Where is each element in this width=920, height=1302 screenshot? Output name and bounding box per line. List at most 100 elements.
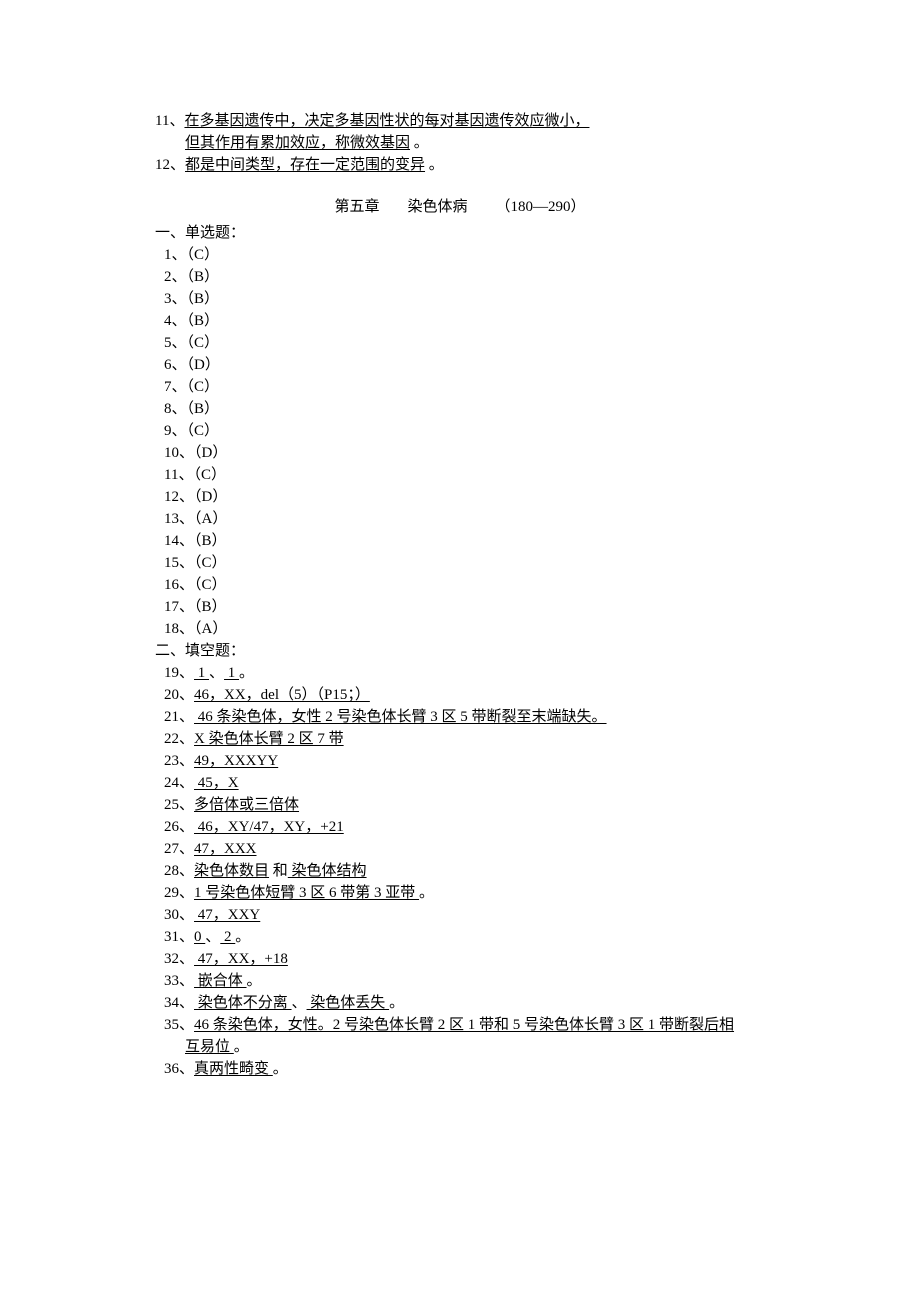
answer-num: 12、	[164, 489, 194, 505]
item-num: 28、	[164, 863, 194, 879]
item-line1: 46 条染色体，女性。2 号染色体长臂 2 区 1 带和 5 号染色体长臂 3 …	[194, 1017, 734, 1033]
chapter-pages: （180—290）	[496, 199, 586, 215]
answer-num: 4、	[164, 313, 187, 329]
item-text: 47，XX，+18	[194, 951, 288, 967]
item-num: 26、	[164, 819, 194, 835]
chapter-part1: 第五章	[334, 199, 379, 215]
answer-row: 2、（B）	[155, 266, 765, 288]
suffix: 。	[234, 1039, 249, 1055]
item-num: 32、	[164, 951, 194, 967]
suffix: 。	[389, 995, 404, 1011]
item-text1: 染色体数目	[194, 863, 269, 879]
answer-row: 6、（D）	[155, 354, 765, 376]
answer-row: 3、（B）	[155, 288, 765, 310]
fill-item-34: 34、 染色体不分离 、 染色体丢失 。	[155, 992, 765, 1014]
item-number: 12、	[155, 157, 185, 173]
item-text-line1: 都是中间类型，存在一定范围的变异	[185, 157, 425, 173]
item-num: 23、	[164, 753, 194, 769]
answer-val: （B）	[187, 313, 220, 329]
item-num: 22、	[164, 731, 194, 747]
item-num: 21、	[164, 709, 194, 725]
suffix: 。	[419, 885, 434, 901]
chapter-part2: 染色体病	[407, 199, 467, 215]
answer-val: （B）	[187, 401, 220, 417]
item-num: 20、	[164, 687, 194, 703]
answer-val: （B）	[194, 599, 227, 615]
answer-row: 12、（D）	[155, 486, 765, 508]
answer-row: 17、（B）	[155, 596, 765, 618]
answer-val: （C）	[194, 577, 227, 593]
answer-row: 7、（C）	[155, 376, 765, 398]
sep: 、	[209, 665, 224, 681]
answer-val: （A）	[194, 511, 227, 527]
item-num: 30、	[164, 907, 194, 923]
answer-num: 14、	[164, 533, 194, 549]
item-num: 36、	[164, 1061, 194, 1077]
item-text-line1: 在多基因遗传中，决定多基因性状的每对基因遗传效应微小，	[184, 113, 589, 129]
fill-item-30: 30、 47，XXY	[155, 904, 765, 926]
item-num: 25、	[164, 797, 194, 813]
item-num: 19、	[164, 665, 194, 681]
answer-row: 11、（C）	[155, 464, 765, 486]
fill-item-19: 19、 1 、 1 。	[155, 662, 765, 684]
fill-item-35-cont: 互易位 。	[155, 1036, 765, 1058]
answer-val: （C）	[193, 467, 226, 483]
item-number: 11、	[155, 113, 184, 129]
answer-row: 16、（C）	[155, 574, 765, 596]
fill-item-26: 26、 46，XY/47，XY，+21	[155, 816, 765, 838]
answer-row: 9、（C）	[155, 420, 765, 442]
item-text: 多倍体或三倍体	[194, 797, 299, 813]
answer-num: 5、	[164, 335, 187, 351]
answer-val: （C）	[187, 379, 220, 395]
answer-num: 7、	[164, 379, 187, 395]
item-text2: 染色体丢失	[307, 995, 390, 1011]
fill-item-23: 23、49，XXXYY	[155, 750, 765, 772]
answer-num: 17、	[164, 599, 194, 615]
answer-num: 1、	[164, 247, 187, 263]
answer-val: （C）	[187, 423, 220, 439]
item-text: 嵌合体	[194, 973, 247, 989]
item-num: 33、	[164, 973, 194, 989]
prior-item-11: 11、在多基因遗传中，决定多基因性状的每对基因遗传效应微小，	[155, 110, 765, 132]
item-line2: 互易位	[185, 1039, 234, 1055]
answer-num: 18、	[164, 621, 194, 637]
item-text: X 染色体长臂 2 区 7 带	[194, 731, 344, 747]
answer-val: （B）	[187, 291, 220, 307]
item-text2: 染色体结构	[288, 863, 367, 879]
fill-item-21: 21、 46 条染色体，女性 2 号染色体长臂 3 区 5 带断裂至末端缺失。	[155, 706, 765, 728]
answer-row: 10、（D）	[155, 442, 765, 464]
fill-item-22: 22、X 染色体长臂 2 区 7 带	[155, 728, 765, 750]
answer-row: 15、（C）	[155, 552, 765, 574]
answer-num: 9、	[164, 423, 187, 439]
item-text: 45，X	[194, 775, 239, 791]
item-num: 27、	[164, 841, 194, 857]
answer-num: 13、	[164, 511, 194, 527]
answer-row: 14、（B）	[155, 530, 765, 552]
item-text-line2: 但其作用有累加效应，称微效基因	[185, 135, 410, 151]
answer-row: 5、（C）	[155, 332, 765, 354]
item-num: 35、	[164, 1017, 194, 1033]
fill-item-33: 33、 嵌合体 。	[155, 970, 765, 992]
suffix: 。	[247, 973, 262, 989]
answer-val: （D）	[194, 489, 227, 505]
fill-item-28: 28、染色体数目 和 染色体结构	[155, 860, 765, 882]
item-num: 29、	[164, 885, 194, 901]
chapter-title: 第五章 染色体病 （180—290）	[155, 196, 765, 218]
answer-num: 8、	[164, 401, 187, 417]
blank-text: 2	[220, 929, 235, 945]
blank-text: 0	[194, 929, 205, 945]
fill-item-24: 24、 45，X	[155, 772, 765, 794]
suffix: 。	[235, 929, 250, 945]
item-text: 1 号染色体短臂 3 区 6 带第 3 亚带	[194, 885, 419, 901]
blank-text: 1	[224, 665, 239, 681]
section2-heading: 二、填空题：	[155, 640, 765, 662]
suffix: 。	[273, 1061, 288, 1077]
fill-item-35: 35、46 条染色体，女性。2 号染色体长臂 2 区 1 带和 5 号染色体长臂…	[155, 1014, 765, 1036]
answer-val: （B）	[187, 269, 220, 285]
fill-item-20: 20、46，XX，del（5）（P15；）	[155, 684, 765, 706]
prior-item-11-cont: 但其作用有累加效应，称微效基因 。	[155, 132, 765, 154]
answer-num: 6、	[164, 357, 187, 373]
item-text: 49，XXXYY	[194, 753, 278, 769]
item-suffix: 。	[410, 135, 429, 151]
prior-item-12: 12、都是中间类型，存在一定范围的变异 。	[155, 154, 765, 176]
